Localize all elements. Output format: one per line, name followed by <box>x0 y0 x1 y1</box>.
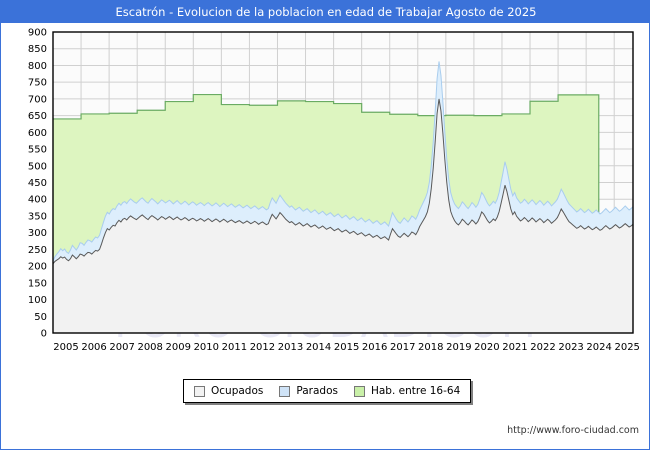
legend-item-habitantes: Hab. entre 16-64 <box>353 385 461 397</box>
population-chart: 0 50 100 150 200 250 300 350 400 450 500 550 600 650 7… <box>28 28 640 354</box>
legend-item-ocupados: Ocupados <box>194 385 263 397</box>
x-tick-label: 2019 <box>446 342 471 353</box>
series-ocupados-line <box>52 98 634 265</box>
x-tick-label: 2012 <box>250 342 275 353</box>
chart-legend: Ocupados Parados Hab. entre 16-64 <box>183 379 472 403</box>
y-tick-label: 150 <box>28 278 47 289</box>
series-ocupados-fill <box>53 98 633 333</box>
y-tick-label: 400 <box>28 195 47 206</box>
chart-plot-container: 0 50 100 150 200 250 300 350 400 450 500 550 600 650 7… <box>1 23 649 363</box>
plot-frame <box>52 31 634 334</box>
x-tick-label: 2005 <box>53 342 78 353</box>
y-tick-label: 750 <box>28 78 47 89</box>
window-title-bar: Escatrón - Evolucion de la poblacion en … <box>1 1 649 23</box>
y-tick-label: 0 <box>41 329 47 340</box>
y-tick-label: 700 <box>28 94 47 105</box>
x-tick-label: 2024 <box>586 342 611 353</box>
x-tick-label: 2008 <box>137 342 162 353</box>
x-tick-label: 2013 <box>278 342 303 353</box>
legend-label-habitantes: Hab. entre 16-64 <box>370 385 461 397</box>
x-tick-label: 2007 <box>109 342 134 353</box>
x-tick-label: 2014 <box>306 342 331 353</box>
y-tick-label: 300 <box>28 228 47 239</box>
legend-swatch-habitantes <box>353 385 365 397</box>
y-axis-tick-labels: 0 50 100 150 200 250 300 350 400 450 500 550 600 650 7… <box>28 28 47 340</box>
y-tick-label: 650 <box>28 111 47 122</box>
x-tick-label: 2011 <box>222 342 247 353</box>
x-tick-label: 2020 <box>474 342 499 353</box>
x-tick-label: 2016 <box>362 342 387 353</box>
y-tick-label: 600 <box>28 128 47 139</box>
x-tick-label: 2021 <box>502 342 527 353</box>
series-parados-line <box>52 61 634 262</box>
y-tick-label: 350 <box>28 211 47 222</box>
page-title: Escatrón - Evolucion de la poblacion en … <box>115 5 537 19</box>
series-habitantes-line <box>53 93 600 333</box>
x-tick-label: 2023 <box>558 342 583 353</box>
footer-source-url: http://www.foro-ciudad.com <box>507 425 639 436</box>
legend-label-ocupados: Ocupados <box>211 385 264 397</box>
y-tick-label: 500 <box>28 161 47 172</box>
data-series <box>52 61 634 334</box>
x-tick-label: 2022 <box>530 342 555 353</box>
y-tick-label: 850 <box>28 44 47 55</box>
x-tick-label: 2015 <box>334 342 359 353</box>
legend-swatch-parados <box>279 385 291 397</box>
x-axis-tick-labels: 2005 2006 2007 2008 2009 2010 2011 2012 2013 2014… <box>53 342 640 353</box>
y-tick-label: 900 <box>28 28 47 39</box>
legend-swatch-ocupados <box>194 385 205 397</box>
x-tick-label: 2017 <box>390 342 415 353</box>
y-tick-label: 100 <box>28 295 47 306</box>
y-tick-label: 200 <box>28 262 47 273</box>
legend-label-parados: Parados <box>296 385 338 397</box>
legend-item-parados: Parados <box>279 385 338 397</box>
x-tick-label: 2018 <box>418 342 443 353</box>
y-tick-label: 800 <box>28 61 47 72</box>
y-tick-label: 50 <box>34 312 47 323</box>
x-tick-label: 2025 <box>614 342 639 353</box>
y-tick-label: 550 <box>28 145 47 156</box>
y-tick-label: 250 <box>28 245 47 256</box>
x-tick-label: 2010 <box>194 342 219 353</box>
y-tick-label: 450 <box>28 178 47 189</box>
x-tick-label: 2009 <box>166 342 191 353</box>
x-tick-label: 2006 <box>81 342 106 353</box>
